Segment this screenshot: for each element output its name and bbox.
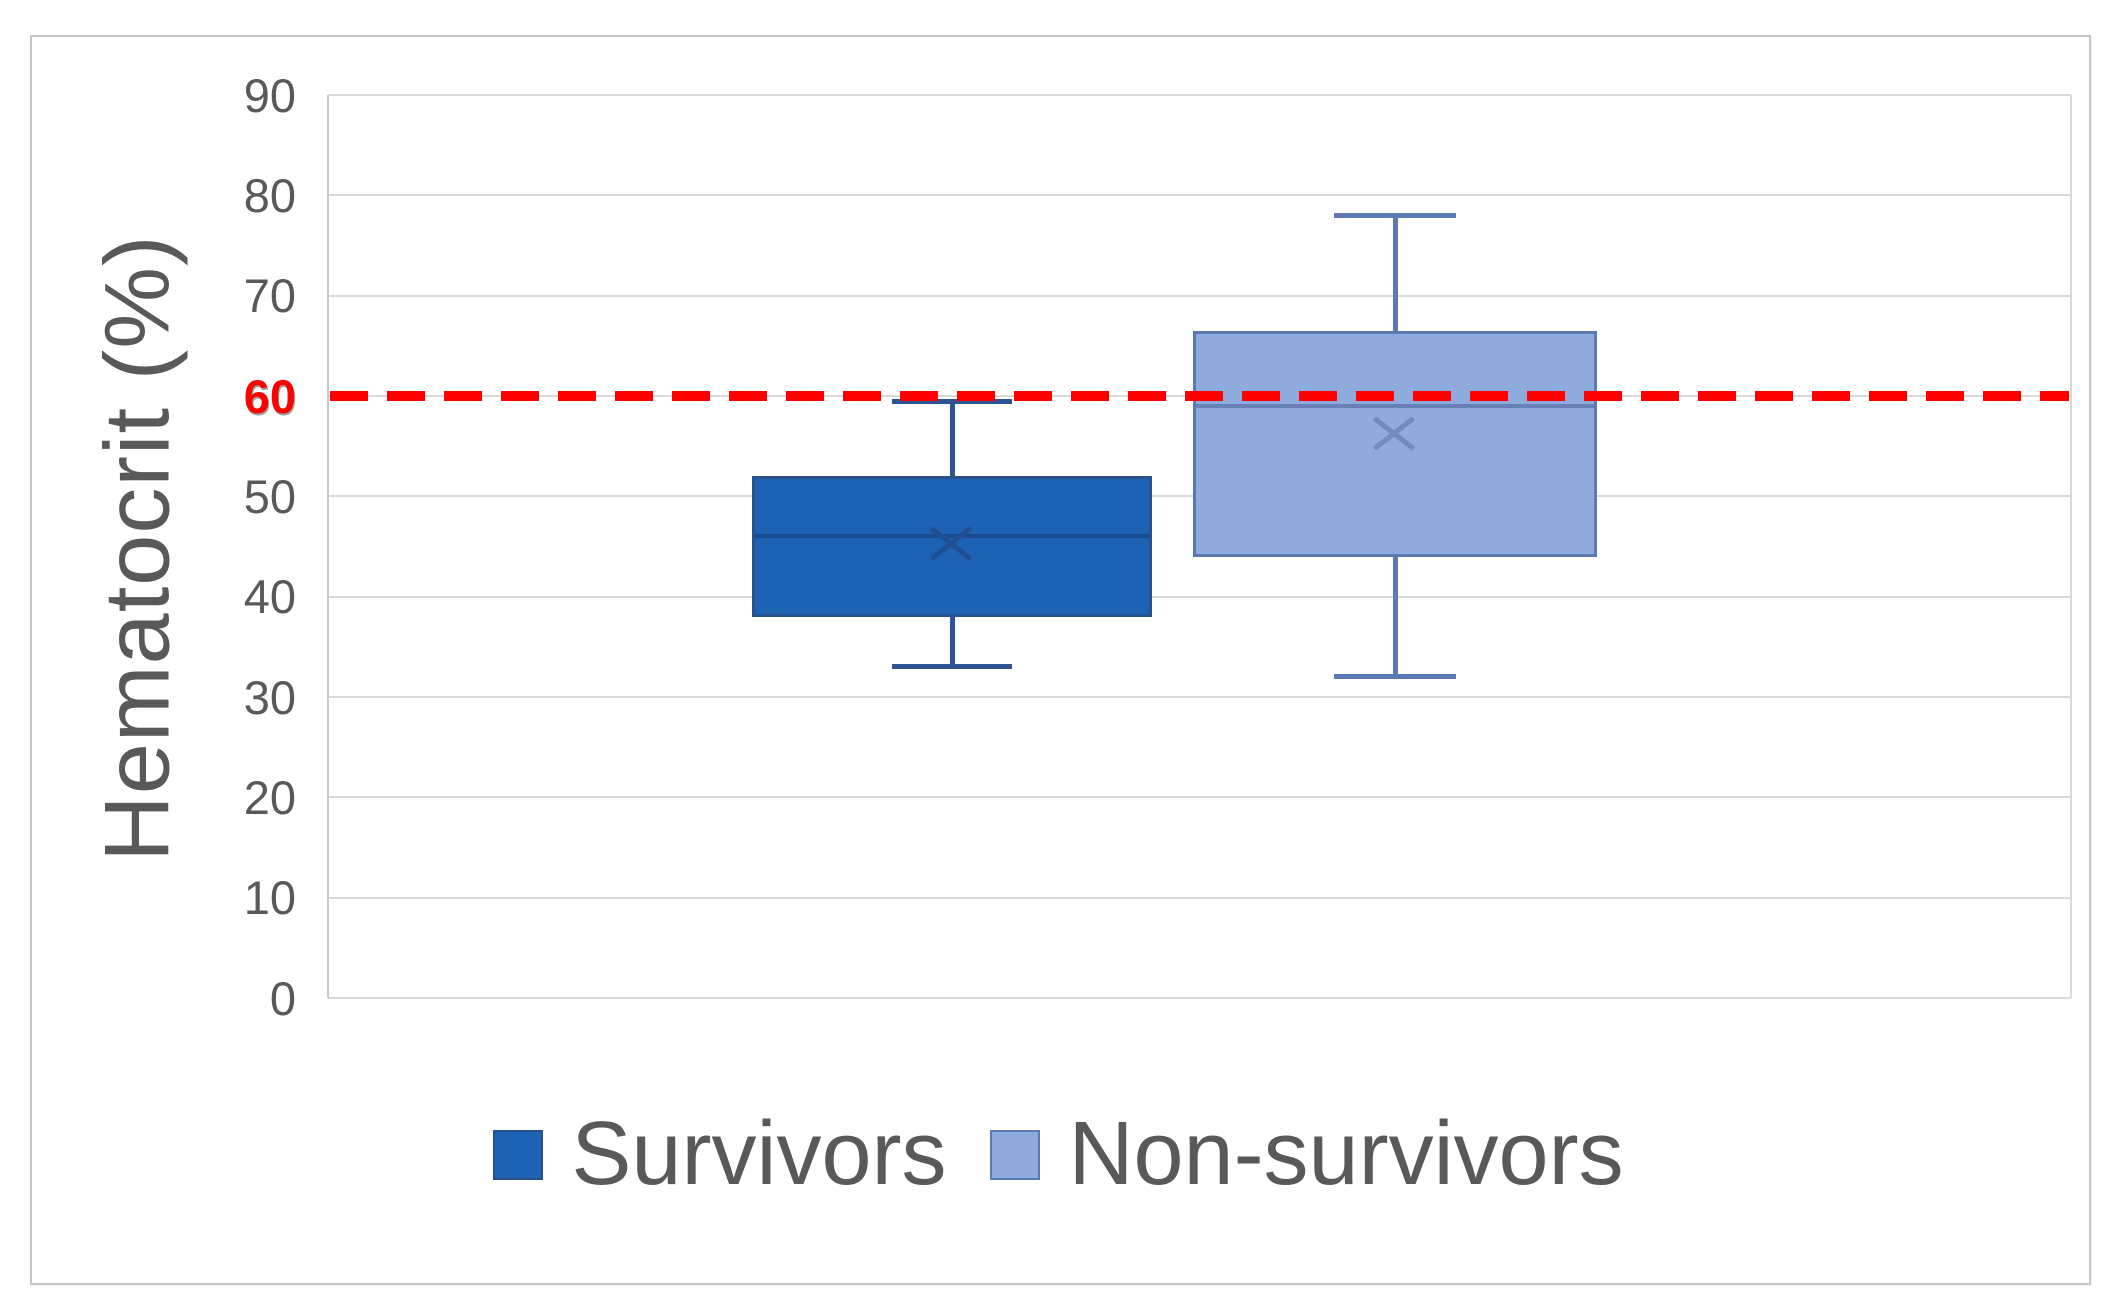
tick-label-70: 70 (243, 269, 296, 323)
non-survivors-lower-whisker-stem (1392, 556, 1398, 677)
gridline-40 (328, 595, 2071, 598)
survivors-min-whisker-cap (892, 664, 1012, 670)
legend: Survivors Non-survivors (30, 1092, 2087, 1217)
legend-label-survivors: Survivors (571, 1104, 947, 1204)
legend-label-non-survivors: Non-survivors (1068, 1104, 1624, 1204)
non-survivors-box (1193, 330, 1597, 557)
survivors-upper-whisker-stem (949, 401, 955, 477)
gridline-70 (328, 294, 2071, 297)
gridline-30 (328, 696, 2071, 698)
tick-label-10: 10 (243, 871, 296, 925)
non-survivors-mean-x-marker (1371, 411, 1419, 451)
non-survivors-min-whisker-cap (1334, 674, 1456, 680)
non-survivors-upper-whisker-stem (1392, 215, 1398, 331)
chart-frame (30, 35, 2091, 1285)
gridline-0 (328, 997, 2071, 999)
y-axis-line (327, 95, 329, 998)
reference-line-60 (330, 391, 2069, 401)
tick-label-80: 80 (243, 168, 296, 222)
legend-swatch-survivors (493, 1129, 544, 1180)
tick-label-50: 50 (243, 469, 296, 523)
tick-label-20: 20 (243, 770, 296, 824)
survivors-max-whisker-cap (892, 398, 1012, 404)
tick-label-90: 90 (243, 68, 296, 122)
tick-label-60: 60 (243, 369, 296, 423)
gridline-20 (328, 796, 2071, 799)
survivors-median-line (755, 534, 1149, 539)
non-survivors-median-line (1196, 404, 1594, 409)
plot-right-border (2070, 95, 2072, 998)
survivors-mean-x-marker (928, 521, 976, 562)
legend-item-survivors: Survivors (493, 1103, 946, 1206)
non-survivors-max-whisker-cap (1334, 212, 1456, 218)
legend-swatch-non-survivors (990, 1129, 1041, 1180)
legend-item-non-survivors: Non-survivors (990, 1103, 1624, 1206)
gridline-90 (328, 94, 2071, 96)
gridline-10 (328, 896, 2071, 899)
gridline-80 (328, 194, 2071, 197)
tick-label-0: 0 (269, 971, 296, 1025)
tick-label-30: 30 (243, 670, 296, 724)
tick-label-40: 40 (243, 570, 296, 624)
survivors-lower-whisker-stem (949, 616, 955, 667)
